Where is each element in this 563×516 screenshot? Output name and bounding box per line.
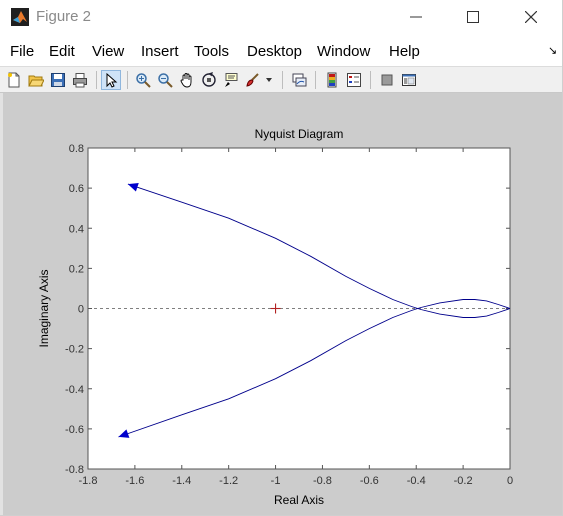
colorbar-icon (327, 72, 337, 88)
x-tick-label: -1 (271, 475, 281, 487)
y-axis-label: Imaginary Axis (37, 269, 51, 347)
legend-icon (347, 73, 361, 87)
open-file-icon (28, 75, 44, 87)
zoom-out-icon (158, 73, 173, 88)
x-tick-label: -1.2 (219, 475, 238, 487)
x-axis-label: Real Axis (274, 493, 324, 507)
figure-toolbar (0, 66, 562, 93)
toolbar-separator (127, 71, 128, 89)
edit-plot-button[interactable] (101, 70, 121, 90)
nyquist-curves (118, 183, 511, 438)
open-file-button[interactable] (26, 70, 46, 90)
data-cursor-button[interactable] (221, 70, 241, 90)
menu-dock-arrow-icon[interactable]: ↘ (548, 45, 558, 57)
rotate-3d-icon (202, 72, 216, 87)
y-tick-label: 0.4 (69, 223, 84, 235)
menu-tools[interactable]: Tools (194, 43, 230, 60)
y-tick-label: 0.2 (69, 263, 84, 275)
save-icon (51, 73, 65, 87)
y-tick-label: 0 (78, 304, 84, 316)
maximize-icon (467, 11, 479, 23)
pan-hand-icon (180, 73, 192, 88)
x-tick-label: -0.8 (313, 475, 332, 487)
x-tick-label: 0 (507, 475, 513, 487)
show-plot-tools-icon (402, 74, 416, 86)
print-icon (73, 73, 87, 88)
data-cursor-icon (225, 73, 238, 87)
nyquist-curve-upper (127, 183, 511, 318)
toolbar-separator (370, 71, 371, 89)
figure-left-edge (0, 93, 3, 515)
y-tick-label: -0.2 (65, 344, 84, 356)
menu-bar: File Edit View Insert Tools Desktop Wind… (0, 36, 562, 66)
x-tick-label: -1.6 (125, 475, 144, 487)
menu-view[interactable]: View (92, 43, 125, 60)
save-button[interactable] (48, 70, 68, 90)
insert-legend-button[interactable] (344, 70, 364, 90)
nyquist-curve-lower (118, 299, 511, 438)
print-button[interactable] (70, 70, 90, 90)
maximize-button[interactable] (450, 0, 496, 34)
close-icon (525, 11, 537, 23)
pan-button[interactable] (177, 70, 197, 90)
x-tick-labels: -1.8 -1.6 -1.4 -1.2 -1 -0.8 -0.6 -0.4 -0.2 0 (79, 475, 514, 487)
zoom-in-icon (136, 73, 151, 88)
y-tick-label: -0.6 (65, 424, 84, 436)
edit-plot-arrow-icon (106, 72, 118, 88)
x-tick-label: -0.6 (360, 475, 379, 487)
toolbar-separator (315, 71, 316, 89)
x-tick-label: -1.4 (172, 475, 191, 487)
rotate-3d-button[interactable] (199, 70, 219, 90)
zoom-in-button[interactable] (133, 70, 153, 90)
zoom-out-button[interactable] (155, 70, 175, 90)
link-plot-button[interactable] (289, 70, 309, 90)
direction-arrow-icon (127, 183, 139, 192)
y-tick-label: 0.6 (69, 183, 84, 195)
chevron-down-icon (266, 78, 272, 82)
title-bar[interactable]: Figure 2 (0, 0, 562, 36)
y-tick-label: -0.8 (65, 464, 84, 476)
y-tick-labels: -0.8 -0.6 -0.4 -0.2 0 0.2 0.4 0.6 0.8 (65, 143, 84, 476)
menu-window[interactable]: Window (317, 43, 371, 60)
show-plot-tools-button[interactable] (399, 70, 419, 90)
toolbar-separator (282, 71, 283, 89)
new-figure-button[interactable] (4, 70, 24, 90)
menu-file[interactable]: File (10, 43, 35, 60)
menu-edit[interactable]: Edit (49, 43, 75, 60)
x-tick-label: -1.8 (79, 475, 98, 487)
direction-arrow-icon (118, 429, 130, 438)
close-button[interactable] (508, 0, 554, 34)
hide-plot-tools-button[interactable] (377, 70, 397, 90)
toolbar-separator (96, 71, 97, 89)
x-tick-label: -0.4 (407, 475, 426, 487)
chart-title: Nyquist Diagram (255, 127, 344, 141)
minimize-icon (410, 16, 422, 18)
hide-plot-tools-icon (381, 74, 393, 86)
matlab-logo-icon (11, 8, 29, 26)
y-tick-label: -0.4 (65, 384, 84, 396)
x-tick-label: -0.2 (454, 475, 473, 487)
menu-desktop[interactable]: Desktop (247, 43, 303, 60)
critical-point-marker (270, 303, 281, 314)
menu-help[interactable]: Help (389, 43, 420, 60)
brush-dropdown-button[interactable] (263, 70, 275, 90)
minimize-button[interactable] (393, 0, 439, 34)
brush-button[interactable] (243, 70, 263, 90)
window-title: Figure 2 (36, 8, 92, 25)
new-figure-icon (8, 72, 20, 88)
y-tick-label: 0.8 (69, 143, 84, 155)
menu-insert[interactable]: Insert (141, 43, 179, 60)
link-plot-icon (292, 73, 307, 87)
insert-colorbar-button[interactable] (322, 70, 342, 90)
axis-ticks (87, 147, 511, 470)
brush-icon (246, 73, 259, 87)
